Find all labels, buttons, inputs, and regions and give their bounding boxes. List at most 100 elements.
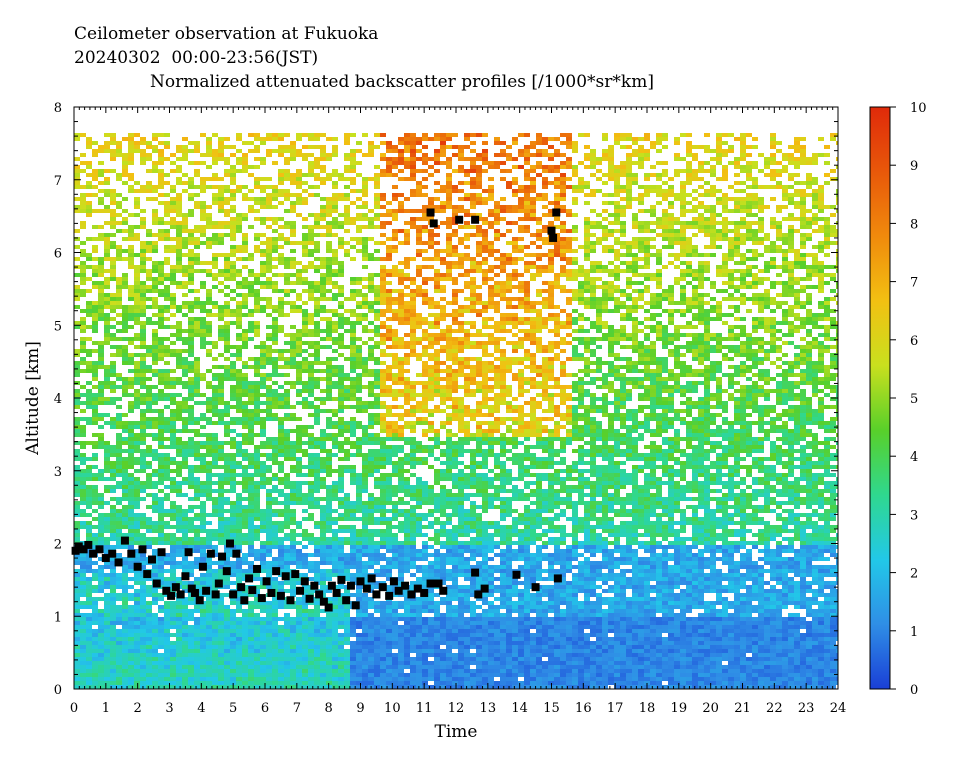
cloud-base-marker	[176, 590, 185, 599]
cloud-base-marker	[237, 583, 246, 592]
y-tick-label: 3	[54, 465, 62, 480]
cloud-base-marker	[434, 579, 443, 588]
cloud-base-marker	[512, 570, 521, 579]
cloud-base-marker	[553, 574, 562, 583]
cloud-base-marker	[229, 590, 238, 599]
cloud-base-marker	[79, 545, 88, 554]
cloud-base-marker	[222, 567, 231, 576]
colorbar-tick-label: 9	[910, 159, 918, 174]
colorbar-tick-label: 3	[910, 508, 918, 523]
cloud-base-marker	[319, 597, 328, 606]
cloud-base-marker	[181, 572, 190, 581]
cloud-base-marker	[327, 581, 336, 590]
cloud-base-marker	[138, 545, 147, 554]
cloud-base-marker	[195, 596, 204, 605]
x-tick-label: 18	[639, 701, 656, 716]
cloud-base-marker	[211, 590, 220, 599]
cloud-base-marker	[147, 555, 156, 564]
cloud-base-marker	[262, 577, 271, 586]
cloud-base-marker	[272, 567, 281, 576]
cloud-base-marker	[324, 603, 333, 612]
y-tick-label: 5	[54, 319, 62, 334]
cloud-base-marker	[276, 591, 285, 600]
axis-ticks: 0 1 2 3 4 5 6 7 8 9 10 11 12 13 14 15 16 17 18 19 20 21 22 23 24…	[54, 101, 847, 716]
y-tick-label: 2	[54, 538, 62, 553]
cloud-base-marker	[426, 208, 435, 217]
cloud-base-marker	[253, 564, 262, 573]
cloud-base-marker	[232, 549, 241, 558]
cloud-base-marker	[291, 570, 300, 579]
cloud-base-marker	[346, 581, 355, 590]
x-tick-label: 13	[480, 701, 497, 716]
cloud-base-marker	[114, 558, 123, 567]
cloud-base-marker	[337, 575, 346, 584]
cloud-base-marker	[531, 583, 540, 592]
y-tick-label: 7	[54, 174, 62, 189]
x-axis-title: Time	[435, 722, 478, 742]
cloud-base-marker	[257, 594, 266, 603]
cloud-base-marker	[413, 584, 422, 593]
cloud-base-marker	[407, 590, 416, 599]
x-tick-label: 19	[671, 701, 688, 716]
cloud-base-marker	[218, 552, 227, 561]
cloud-base-marker	[356, 577, 365, 586]
cloud-base-marker	[296, 586, 305, 595]
x-tick-label: 3	[165, 701, 173, 716]
cloud-base-marker	[300, 577, 309, 586]
cloud-base-marker	[429, 219, 438, 228]
x-tick-label: 1	[102, 701, 110, 716]
cloud-base-marker	[101, 554, 110, 563]
cloud-base-marker	[133, 562, 142, 571]
y-tick-label: 0	[54, 683, 62, 698]
x-tick-label: 10	[384, 701, 401, 716]
x-tick-label: 9	[356, 701, 364, 716]
cloud-base-marker	[547, 226, 556, 235]
colorbar-tick-label: 0	[910, 683, 918, 698]
x-tick-label: 7	[293, 701, 301, 716]
cloud-base-marker	[120, 536, 129, 545]
cloud-base-marker	[214, 579, 223, 588]
cloud-base-marker	[286, 596, 295, 605]
y-tick-label: 6	[54, 247, 62, 262]
cloud-base-marker	[549, 233, 558, 242]
x-tick-label: 4	[197, 701, 205, 716]
cloud-base-marker	[305, 594, 314, 603]
cloud-base-marker	[89, 549, 98, 558]
cloud-base-marker	[248, 586, 257, 595]
cloud-base-marker	[240, 596, 249, 605]
x-tick-label: 22	[766, 701, 783, 716]
colorbar-tick-label: 5	[910, 392, 918, 407]
cloud-base-marker	[378, 583, 387, 592]
x-tick-label: 11	[416, 701, 433, 716]
cloud-base-marker	[455, 215, 464, 224]
colorbar-tick-label: 8	[910, 217, 918, 232]
y-tick-label: 1	[54, 610, 62, 625]
colorbar-tick-label: 7	[910, 276, 918, 291]
x-tick-label: 0	[70, 701, 78, 716]
cloud-base-marker	[157, 548, 166, 557]
colorbar	[869, 106, 891, 690]
chart-title: Normalized attenuated backscatter profil…	[150, 72, 654, 92]
colorbar-tick-label: 6	[910, 334, 918, 349]
chart-title-line-1: Ceilometer observation at Fukuoka	[74, 24, 379, 44]
cloud-base-marker	[394, 586, 403, 595]
x-tick-label: 6	[261, 701, 269, 716]
cloud-base-marker	[471, 568, 480, 577]
cloud-base-marker	[84, 540, 93, 549]
cloud-base-markers	[71, 208, 562, 612]
cloud-base-marker	[372, 590, 381, 599]
y-tick-label: 8	[54, 101, 62, 116]
cloud-base-marker	[362, 584, 371, 593]
cloud-base-marker	[171, 583, 180, 592]
x-tick-label: 5	[229, 701, 237, 716]
colorbar-tick-label: 1	[910, 625, 918, 640]
cloud-base-marker	[167, 591, 176, 600]
x-tick-label: 20	[702, 701, 719, 716]
chart-title-line-2: 20240302 00:00-23:56(JST)	[74, 48, 319, 68]
colorbar-tick-label: 4	[910, 450, 918, 465]
x-tick-label: 24	[830, 701, 847, 716]
cloud-base-marker	[474, 590, 483, 599]
cloud-base-marker	[385, 591, 394, 600]
cloud-base-marker	[351, 601, 360, 610]
